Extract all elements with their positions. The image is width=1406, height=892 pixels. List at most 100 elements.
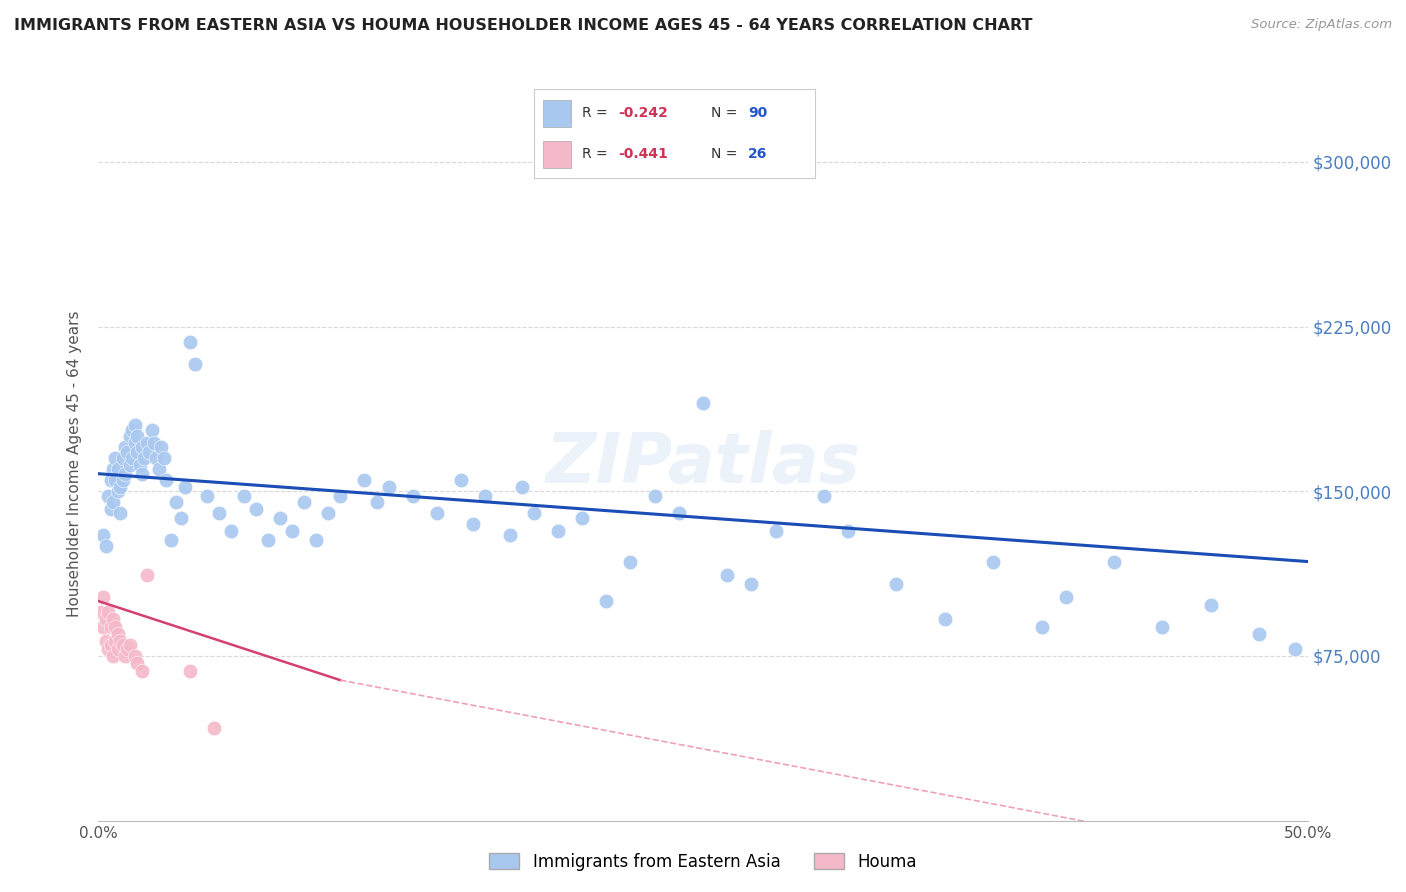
Point — [104, 451, 127, 466]
Point — [1054, 590, 1077, 604]
Point — [114, 441, 136, 455]
Point — [97, 642, 120, 657]
Point — [118, 458, 141, 472]
Point — [111, 638, 134, 652]
Point — [813, 489, 835, 503]
Point — [160, 533, 183, 547]
Point — [152, 451, 174, 466]
Point — [765, 524, 787, 538]
Point — [1152, 620, 1174, 634]
Point — [104, 633, 127, 648]
Legend: Immigrants from Eastern Asia, Houma: Immigrants from Eastern Asia, Houma — [481, 845, 925, 880]
Point — [474, 489, 496, 503]
Text: IMMIGRANTS FROM EASTERN ASIA VS HOUMA HOUSEHOLDER INCOME AGES 45 - 64 YEARS CORR: IMMIGRANTS FROM EASTERN ASIA VS HOUMA HO… — [14, 18, 1032, 33]
Text: ZIPatlas: ZIPatlas — [546, 430, 860, 498]
Text: 90: 90 — [748, 106, 768, 120]
Point — [91, 528, 114, 542]
Point — [1249, 627, 1271, 641]
Point — [121, 423, 143, 437]
Point — [145, 451, 167, 466]
Point — [111, 451, 134, 466]
Point — [510, 480, 533, 494]
Point — [104, 473, 127, 487]
Point — [208, 506, 231, 520]
Point — [619, 555, 641, 569]
Point — [256, 533, 278, 547]
Point — [837, 524, 859, 538]
Point — [90, 605, 112, 619]
Point — [91, 590, 114, 604]
Point — [353, 473, 375, 487]
Point — [108, 480, 131, 494]
Point — [155, 473, 177, 487]
Point — [101, 495, 124, 509]
Point — [1199, 599, 1222, 613]
Point — [184, 357, 207, 371]
Point — [117, 444, 139, 458]
Point — [232, 489, 254, 503]
Point — [135, 436, 157, 450]
Point — [165, 495, 187, 509]
Point — [131, 441, 153, 455]
Point — [1102, 555, 1125, 569]
Point — [195, 489, 218, 503]
Point — [366, 495, 388, 509]
Point — [97, 489, 120, 503]
Point — [316, 506, 339, 520]
Point — [131, 665, 153, 679]
Point — [117, 642, 139, 657]
Point — [138, 444, 160, 458]
FancyBboxPatch shape — [543, 100, 571, 127]
Point — [107, 627, 129, 641]
Point — [329, 489, 352, 503]
Point — [179, 334, 201, 349]
Point — [108, 506, 131, 520]
Point — [101, 462, 124, 476]
Point — [377, 480, 399, 494]
Text: N =: N = — [711, 147, 742, 161]
Point — [571, 510, 593, 524]
Text: N =: N = — [711, 106, 742, 120]
Point — [107, 484, 129, 499]
Point — [245, 501, 267, 516]
Point — [463, 517, 485, 532]
Point — [204, 722, 226, 736]
Point — [114, 467, 136, 481]
Text: -0.441: -0.441 — [619, 147, 668, 161]
Point — [179, 665, 201, 679]
Point — [934, 612, 956, 626]
Point — [305, 533, 328, 547]
Point — [108, 633, 131, 648]
Point — [131, 467, 153, 481]
Point — [269, 510, 291, 524]
Point — [124, 436, 146, 450]
Point — [101, 612, 124, 626]
Point — [101, 648, 124, 663]
Point — [292, 495, 315, 509]
Point — [111, 473, 134, 487]
Text: 26: 26 — [748, 147, 768, 161]
Point — [668, 506, 690, 520]
Point — [148, 462, 170, 476]
Text: R =: R = — [582, 147, 612, 161]
Point — [143, 436, 166, 450]
Point — [100, 473, 122, 487]
Point — [281, 524, 304, 538]
Point — [692, 396, 714, 410]
Point — [134, 451, 156, 466]
Text: Source: ZipAtlas.com: Source: ZipAtlas.com — [1251, 18, 1392, 31]
Point — [644, 489, 666, 503]
Point — [114, 648, 136, 663]
Point — [150, 441, 173, 455]
Point — [121, 451, 143, 466]
Point — [100, 638, 122, 652]
Point — [547, 524, 569, 538]
Point — [107, 462, 129, 476]
Point — [402, 489, 425, 503]
Point — [91, 620, 114, 634]
Point — [740, 576, 762, 591]
Point — [716, 567, 738, 582]
Point — [981, 555, 1004, 569]
Point — [127, 444, 149, 458]
Point — [450, 473, 472, 487]
